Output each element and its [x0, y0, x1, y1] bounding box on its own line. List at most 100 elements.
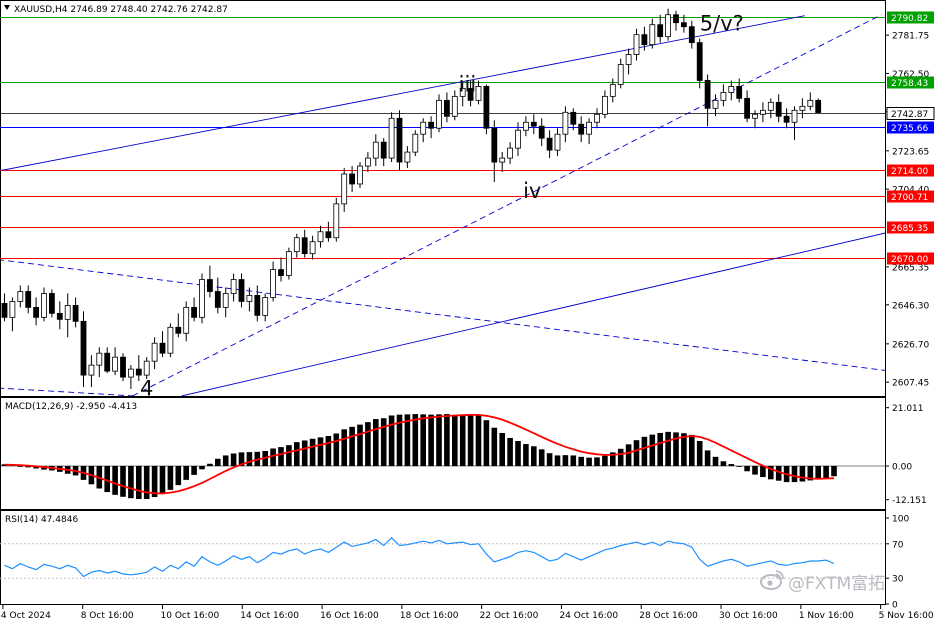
candle-25: [199, 273, 205, 324]
macd-bar-77: [610, 452, 616, 466]
candle-67: [530, 114, 537, 135]
symbol-dropdown-icon[interactable]: [4, 5, 10, 10]
candle-44: [349, 166, 356, 192]
price-tick-6: 2646.30: [892, 301, 929, 311]
time-label-3: 14 Oct 16:00: [240, 611, 299, 621]
candle-12: [96, 347, 103, 378]
candle-32: [254, 285, 261, 322]
macd-bar-52: [412, 414, 419, 466]
price-tick-7: 2626.70: [892, 340, 929, 350]
level-tag-label-6: 2685.35: [891, 224, 928, 234]
trendline-4[interactable]: [0, 387, 135, 396]
macd-bar-71: [562, 455, 569, 466]
macd-bar-16: [128, 465, 134, 499]
candle-64: [507, 142, 514, 165]
candle-45: [357, 162, 363, 188]
candle-66: [523, 116, 529, 137]
candle-39: [309, 235, 316, 260]
candle-36: [285, 247, 292, 280]
macd-tick-2: -12.151: [892, 496, 927, 506]
time-label-6: 22 Oct 16:00: [480, 611, 539, 621]
macd-bar-26: [207, 463, 213, 466]
price-tick-1: 2762.50: [892, 70, 929, 80]
candle-18: [143, 357, 150, 380]
time-label-11: 5 Nov 16:00: [879, 611, 934, 621]
candle-35: [278, 257, 284, 282]
macd-bar-76: [602, 455, 608, 466]
symbol-title-group: XAUUSD,H4 2746.89 2748.40 2742.76 2742.8…: [4, 5, 228, 15]
macd-bar-92: [728, 464, 735, 466]
candle-65: [515, 122, 521, 157]
macd-bar-31: [246, 452, 253, 466]
candle-17: [135, 355, 142, 382]
macd-bar-64: [507, 437, 513, 466]
wave-label-1: iv: [523, 179, 541, 203]
macd-bar-25: [199, 465, 205, 470]
macd-tick-1: 0.00: [892, 462, 912, 472]
macd-bar-27: [215, 458, 221, 466]
macd-bar-61: [483, 420, 490, 466]
candle-11: [88, 355, 95, 388]
candle-70: [554, 128, 561, 157]
macd-bar-90: [712, 456, 719, 466]
macd-bar-34: [270, 448, 276, 466]
macd-bar-62: [491, 427, 498, 466]
candle-80: [633, 28, 640, 61]
macd-indicator: [0, 413, 885, 500]
candle-101: [799, 98, 806, 119]
candle-29: [230, 273, 237, 302]
level-tag-label-7: 2670.00: [891, 255, 928, 265]
candle-27: [214, 277, 221, 314]
candle-28: [222, 287, 229, 318]
macd-bar-46: [365, 422, 371, 466]
current-price-label: 2742.87: [891, 110, 928, 120]
macd-bar-36: [286, 445, 292, 466]
macd-bar-104: [823, 465, 829, 478]
macd-bar-89: [704, 450, 711, 466]
candle-81: [641, 26, 648, 51]
candle-84: [665, 8, 671, 41]
macd-bar-85: [673, 432, 679, 466]
candle-7: [56, 301, 63, 330]
macd-bar-69: [546, 453, 553, 466]
candle-55: [436, 94, 442, 133]
macd-bar-43: [341, 429, 347, 466]
trendline-2[interactable]: [181, 232, 890, 396]
candle-3: [25, 285, 32, 314]
candle-94: [744, 90, 750, 123]
candle-98: [775, 94, 782, 123]
candle-96: [760, 102, 766, 123]
candle-47: [372, 134, 379, 167]
macd-bar-42: [333, 433, 340, 466]
current-price-tag: [886, 107, 935, 120]
trendline-1[interactable]: [132, 14, 882, 396]
macd-bar-63: [499, 432, 505, 466]
candle-88: [696, 38, 703, 89]
price-tick-3: 2723.65: [892, 147, 929, 157]
level-tag-6: [887, 221, 934, 234]
macd-bar-53: [420, 414, 426, 466]
watermark-text: @FXTM富拓: [788, 574, 885, 594]
candle-15: [120, 353, 126, 382]
macd-bar-48: [380, 418, 387, 466]
candle-72: [570, 108, 577, 131]
price-tick-5: 2665.35: [892, 263, 929, 273]
candle-41: [325, 221, 332, 242]
weibo-logo-icon: [760, 570, 784, 590]
candle-6: [49, 289, 55, 318]
candle-0: [1, 293, 8, 322]
candle-75: [594, 108, 600, 129]
macd-bar-50: [396, 414, 403, 466]
candle-19: [151, 337, 158, 370]
trendline-0[interactable]: [0, 15, 805, 171]
rsi-tick-2: 30: [892, 575, 904, 585]
macd-bar-30: [238, 452, 245, 466]
candle-14: [112, 347, 118, 376]
macd-bar-72: [570, 455, 577, 466]
time-label-4: 16 Oct 16:00: [320, 611, 379, 621]
candle-59: [467, 80, 474, 107]
candle-78: [617, 58, 624, 89]
macd-bar-103: [815, 465, 821, 480]
